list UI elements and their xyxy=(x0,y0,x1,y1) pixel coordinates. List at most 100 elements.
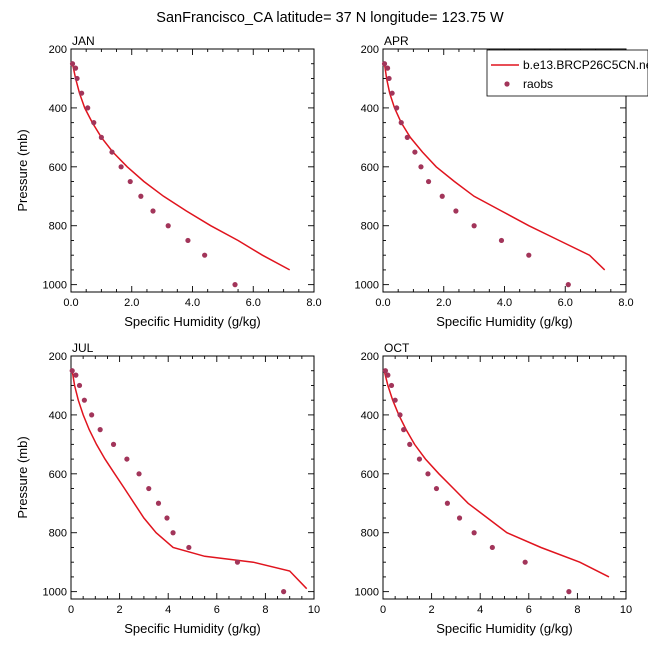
panel-apr: APR 0.0 2.0 4.0 6.0 8.0 200 400 600 800 1000 Specif… xyxy=(355,34,634,329)
obs-point xyxy=(565,282,571,288)
x-tick-label: 2 xyxy=(429,604,435,616)
y-tick-label: 1000 xyxy=(43,587,67,599)
y-tick-label: 400 xyxy=(361,103,379,115)
obs-point xyxy=(109,149,115,155)
x-tick-label: 6 xyxy=(214,604,220,616)
x-tick-label: 0 xyxy=(68,604,74,616)
obs-point xyxy=(73,372,79,378)
obs-point xyxy=(155,500,162,506)
y-tick-label: 1000 xyxy=(355,587,379,599)
obs-point xyxy=(397,412,403,418)
obs-point xyxy=(398,120,404,126)
obs-point xyxy=(401,427,407,433)
y-tick-label: 600 xyxy=(361,469,379,481)
obs-point xyxy=(386,75,392,82)
x-tick-label: 4.0 xyxy=(185,297,200,309)
obs-point xyxy=(202,252,208,258)
plot-frame xyxy=(382,355,627,600)
x-tick-label: 8 xyxy=(262,604,268,616)
y-tick-label: 400 xyxy=(49,103,67,115)
x-tick-label: 6.0 xyxy=(558,297,573,309)
obs-point xyxy=(186,544,192,551)
x-tick-label: 0 xyxy=(380,604,386,616)
obs-point xyxy=(234,559,241,565)
obs-point xyxy=(566,589,572,595)
plot-frame xyxy=(70,355,315,600)
x-tick-label: 8.0 xyxy=(306,297,321,309)
obs-point xyxy=(416,456,423,462)
obs-point xyxy=(72,65,79,71)
obs-point xyxy=(418,164,424,170)
model-line-jan xyxy=(71,63,291,271)
obs-point xyxy=(489,544,495,551)
x-tick-label: 4.0 xyxy=(497,297,512,309)
obs-point xyxy=(97,427,103,433)
x-tick-label: 6.0 xyxy=(246,297,261,309)
obs-point xyxy=(150,208,156,214)
y-tick-label: 200 xyxy=(49,44,67,56)
x-tick-label: 2 xyxy=(117,604,123,616)
x-tick-label: 0.0 xyxy=(63,297,78,309)
x-axis-label: Specific Humidity (g/kg) xyxy=(436,314,573,329)
y-tick-label: 200 xyxy=(361,351,379,363)
y-tick-label: 400 xyxy=(49,410,67,422)
y-tick-label: 800 xyxy=(361,528,379,540)
obs-point xyxy=(81,397,87,403)
obs-point xyxy=(164,515,170,521)
panel-label: APR xyxy=(384,34,409,48)
y-tick-label: 200 xyxy=(361,44,379,56)
obs-point xyxy=(76,382,83,389)
panel-jan: JAN 0.0 2.0 4.0 6.0 8.0 200 400 600 800 1000 Specif… xyxy=(15,34,322,329)
x-axis-label: Specific Humidity (g/kg) xyxy=(124,314,261,329)
model-line-oct xyxy=(383,370,610,578)
obs-point xyxy=(118,164,124,170)
x-axis-label: Specific Humidity (g/kg) xyxy=(436,621,573,636)
obs-point xyxy=(412,149,418,155)
plot-frame xyxy=(70,48,315,293)
obs-point xyxy=(453,208,459,214)
y-tick-label: 800 xyxy=(361,221,379,233)
y-tick-label: 600 xyxy=(361,162,379,174)
panel-label: OCT xyxy=(384,341,410,355)
obs-point xyxy=(433,485,440,492)
obs-point xyxy=(382,368,389,374)
x-tick-label: 4 xyxy=(477,604,483,616)
obs-point xyxy=(281,589,287,595)
obs-point xyxy=(69,368,75,374)
y-tick-label: 600 xyxy=(49,469,67,481)
panel-oct: OCT 0 2 4 6 8 10 200 400 600 800 1000 Specific Humid… xyxy=(355,341,633,636)
x-tick-label: 8.0 xyxy=(618,297,633,309)
obs-point xyxy=(232,282,238,288)
x-tick-label: 2.0 xyxy=(124,297,139,309)
obs-point xyxy=(526,252,532,258)
y-tick-label: 1000 xyxy=(43,280,67,292)
legend-model-label: b.e13.BRCP26C5CN.ne120_g16.002 xyxy=(523,58,648,72)
obs-point xyxy=(425,178,432,185)
obs-point xyxy=(89,412,95,418)
obs-point xyxy=(98,134,104,140)
y-tick-label: 1000 xyxy=(355,280,379,292)
model-line-apr xyxy=(383,63,606,271)
x-tick-label: 0.0 xyxy=(375,297,390,309)
obs-point xyxy=(471,223,477,229)
figure-title: SanFrancisco_CA latitude= 37 N longitude… xyxy=(156,10,504,26)
y-tick-label: 600 xyxy=(49,162,67,174)
obs-point xyxy=(444,500,450,506)
panel-label: JAN xyxy=(72,34,95,48)
obs-point xyxy=(124,456,130,462)
obs-point xyxy=(384,65,391,71)
x-tick-label: 4 xyxy=(165,604,171,616)
model-line-jul xyxy=(71,370,308,590)
x-tick-label: 2.0 xyxy=(436,297,451,309)
obs-point xyxy=(110,441,117,447)
obs-point xyxy=(138,193,144,199)
obs-point xyxy=(185,237,191,244)
x-tick-label: 6 xyxy=(526,604,532,616)
panel-jul: JUL 0 2 4 6 8 10 200 400 600 800 1000 Specific Humid… xyxy=(15,341,320,636)
x-tick-label: 10 xyxy=(308,604,320,616)
y-tick-label: 400 xyxy=(361,410,379,422)
obs-point xyxy=(404,134,410,140)
obs-point xyxy=(392,397,398,403)
